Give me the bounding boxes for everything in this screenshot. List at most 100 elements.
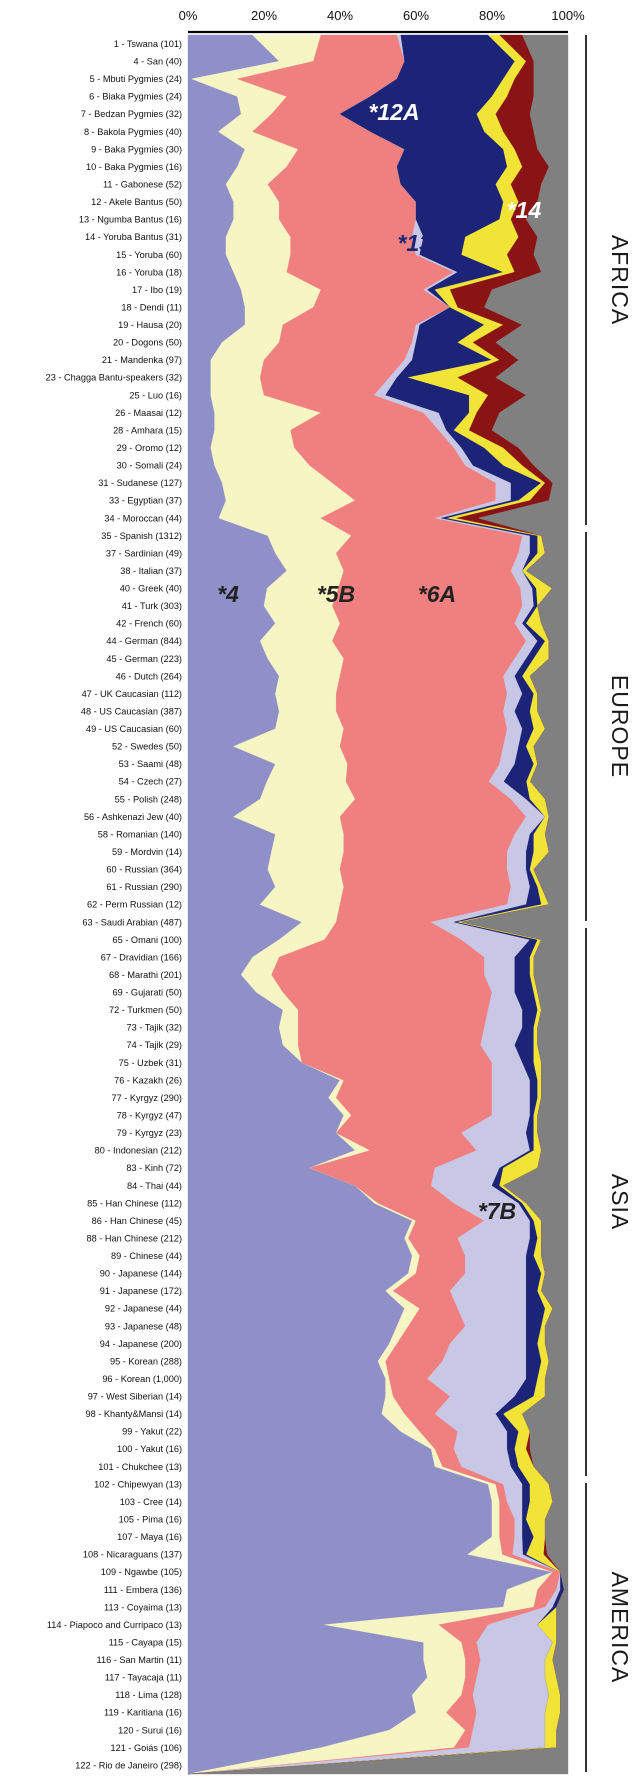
category-label: 31 - Sudanese (127) [98, 478, 182, 488]
category-label: 45 - German (223) [106, 654, 182, 664]
x-tick-label: 40% [327, 8, 353, 23]
category-label: 88 - Han Chinese (212) [87, 1233, 183, 1243]
category-label: 67 - Dravidian (166) [101, 952, 182, 962]
category-label: 115 - Cayapa (15) [109, 1638, 182, 1648]
category-label: 38 - Italian (37) [120, 566, 182, 576]
category-label: 49 - US Caucasian (60) [86, 724, 182, 734]
category-label: 94 - Japanese (200) [100, 1339, 182, 1349]
category-label: 85 - Han Chinese (112) [87, 1198, 182, 1208]
category-label: 63 - Saudi Arabian (487) [82, 917, 182, 927]
category-label: 83 - Kinh (72) [126, 1163, 182, 1173]
category-label: 109 - Ngawbe (105) [101, 1567, 182, 1577]
series-annotation: *6A [418, 581, 456, 607]
category-label: 46 - Dutch (264) [116, 671, 182, 681]
category-label: 15 - Yoruba (60) [116, 250, 182, 260]
category-label: 20 - Dogons (50) [113, 338, 182, 348]
category-label: 116 - San Martin (11) [97, 1655, 182, 1665]
category-label: 35 - Spanish (1312) [101, 531, 182, 541]
category-label: 99 - Yakut (22) [122, 1427, 182, 1437]
category-label: 101 - Chukchee (13) [98, 1462, 182, 1472]
category-label: 62 - Perm Russian (12) [87, 900, 182, 910]
x-tick-label: 20% [251, 8, 277, 23]
category-label: 12 - Akele Bantus (50) [91, 197, 182, 207]
category-label: 102 - Chipewyan (13) [94, 1479, 182, 1489]
category-label: 76 - Kazakh (26) [114, 1075, 182, 1085]
category-label: 122 - Rio de Janeiro (298) [75, 1760, 182, 1770]
series-annotation: *13A [397, 230, 448, 256]
category-label: 16 - Yoruba (18) [116, 267, 182, 277]
category-label: 80 - Indonesian (212) [95, 1146, 182, 1156]
category-label: 120 - Surui (16) [118, 1725, 182, 1735]
x-tick-label: 60% [403, 8, 429, 23]
category-label: 73 - Tajik (32) [127, 1023, 183, 1033]
category-label: 90 - Japanese (144) [100, 1269, 182, 1279]
category-label: 52 - Swedes (50) [112, 742, 182, 752]
category-label: 75 - Uzbek (31) [119, 1058, 182, 1068]
category-label: 19 - Hausa (20) [118, 320, 182, 330]
category-label: 25 - Luo (16) [129, 390, 182, 400]
category-label: 5 - Mbuti Pygmies (24) [90, 74, 182, 84]
category-label: 33 - Egyptian (37) [109, 496, 182, 506]
category-label: 55 - Polish (248) [115, 794, 182, 804]
series-annotation: *4 [217, 581, 239, 607]
area-series-8 [187, 34, 569, 1775]
category-label: 29 - Oromo (12) [117, 443, 182, 453]
category-label: 34 - Moroccan (44) [104, 513, 182, 523]
category-label: 79 - Kyrgyz (23) [117, 1128, 182, 1138]
category-label: 18 - Dendi (11) [121, 303, 182, 313]
category-label: 77 - Kyrgyz (290) [112, 1093, 182, 1103]
category-label: 42 - French (60) [116, 619, 182, 629]
series-annotation: *5B [317, 581, 355, 607]
category-label: 61 - Russian (290) [106, 882, 182, 892]
category-label: 21 - Mandenka (97) [102, 355, 182, 365]
category-label: 105 - Pima (16) [119, 1515, 182, 1525]
category-label: 93 - Japanese (48) [105, 1321, 182, 1331]
category-label: 91 - Japanese (172) [100, 1286, 182, 1296]
category-label: 30 - Somali (24) [117, 461, 182, 471]
category-label: 56 - Ashkenazi Jew (40) [84, 812, 182, 822]
series-annotations: *4 *5B *6A *7B *12A *13A *14 [217, 99, 541, 1224]
category-label: 103 - Cree (14) [120, 1497, 182, 1507]
series-annotation: *12A [368, 99, 419, 125]
category-label: 44 - German (844) [106, 636, 182, 646]
region-label: ASIA [607, 1174, 633, 1230]
category-label: 54 - Czech (27) [119, 777, 182, 787]
category-label: 28 - Amhara (15) [113, 425, 182, 435]
category-label: 17 - Ibo (19) [132, 285, 182, 295]
region-label: EUROPE [607, 675, 633, 778]
category-label: 114 - Piapoco and Curripaco (13) [47, 1620, 182, 1630]
region-brackets: AFRICA EUROPE ASIA AMERICA [585, 35, 633, 1772]
category-label: 97 - West Siberian (14) [88, 1392, 182, 1402]
category-label: 69 - Gujarati (50) [113, 988, 182, 998]
category-label: 117 - Tayacaja (11) [105, 1673, 182, 1683]
category-label: 40 - Greek (40) [120, 584, 182, 594]
category-label: 47 - UK Caucasian (112) [82, 689, 182, 699]
x-tick-label: 100% [551, 8, 585, 23]
category-label: 1 - Tswana (101) [114, 39, 182, 49]
category-label: 74 - Tajik (29) [127, 1040, 183, 1050]
category-label: 113 - Coyaima (13) [104, 1602, 182, 1612]
category-label: 8 - Bakola Pygmies (40) [84, 127, 182, 137]
category-label: 53 - Saami (48) [119, 759, 182, 769]
category-label: 108 - Nicaraguans (137) [83, 1550, 182, 1560]
series-annotation: *7B [478, 1198, 516, 1224]
category-label: 41 - Turk (303) [122, 601, 182, 611]
category-label: 58 - Romanian (140) [98, 829, 182, 839]
category-label: 11 - Gabonese (52) [103, 180, 182, 190]
category-label: 23 - Chagga Bantu-speakers (32) [46, 373, 182, 383]
series-annotation: *14 [507, 197, 542, 223]
category-label: 59 - Mordvin (14) [112, 847, 182, 857]
category-label: 89 - Chinese (44) [111, 1251, 182, 1261]
category-label: 119 - Karitiana (16) [104, 1708, 182, 1718]
category-label: 72 - Turkmen (50) [109, 1005, 182, 1015]
category-label: 96 - Korean (1,000) [102, 1374, 182, 1384]
category-label: 100 - Yakut (16) [117, 1444, 182, 1454]
region-label: AMERICA [607, 1572, 633, 1684]
category-label: 6 - Biaka Pygmies (24) [89, 92, 182, 102]
category-label: 9 - Baka Pygmies (30) [91, 144, 182, 154]
category-label: 65 - Omani (100) [113, 935, 182, 945]
category-label: 10 - Baka Pygmies (16) [86, 162, 182, 172]
category-label: 14 - Yoruba Bantus (31) [85, 232, 182, 242]
category-label: 86 - Han Chinese (45) [92, 1216, 182, 1226]
